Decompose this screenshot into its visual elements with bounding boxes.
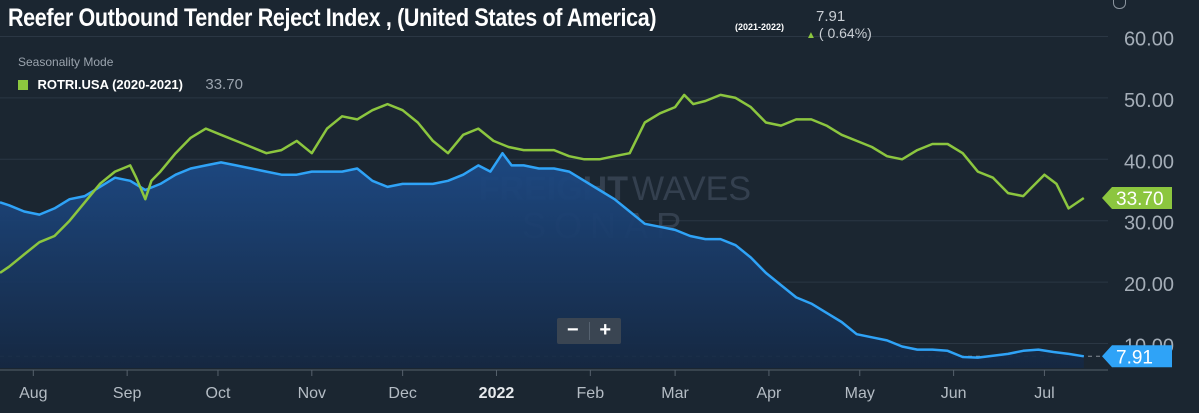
seasonality-mode-label: Seasonality Mode bbox=[18, 55, 114, 69]
legend-series-value: 33.70 bbox=[205, 76, 243, 93]
x-tick-label: Sep bbox=[113, 385, 142, 402]
x-tick-label: Dec bbox=[388, 385, 416, 402]
zoom-in-button[interactable]: + bbox=[599, 319, 612, 341]
x-tick-label: Feb bbox=[577, 385, 605, 402]
series-end-label-box-1 bbox=[1102, 186, 1172, 209]
x-tick-label: Jul bbox=[1034, 385, 1054, 402]
x-tick-label: Apr bbox=[756, 385, 782, 402]
zoom-out-button[interactable]: − bbox=[566, 319, 579, 341]
series-layer bbox=[0, 93, 1085, 368]
y-tick-label: 40.00 bbox=[1124, 151, 1174, 173]
x-tick-label: Aug bbox=[19, 385, 47, 402]
series-line-1 bbox=[0, 93, 1085, 274]
watermark-waves: WAVES bbox=[632, 170, 751, 208]
x-tick-label: Mar bbox=[661, 385, 689, 402]
y-tick-label: 30.00 bbox=[1124, 213, 1174, 235]
x-tick-label: Oct bbox=[206, 385, 231, 402]
series-line-0 bbox=[0, 151, 1084, 359]
series-area-0 bbox=[0, 153, 1084, 368]
handle-icon[interactable] bbox=[1113, 0, 1126, 9]
title-date-range: (2021-2022) bbox=[735, 22, 785, 32]
change-percent: ( 0.64%) bbox=[818, 25, 872, 41]
series-end-label-box-0 bbox=[1102, 345, 1172, 368]
x-tick-label: 2022 bbox=[479, 385, 515, 402]
x-tick-label: May bbox=[845, 385, 875, 402]
legend-series-name: ROTRI.USA (2020-2021) bbox=[37, 77, 183, 92]
y-tick-label: 20.00 bbox=[1124, 274, 1174, 296]
chart-title: Reefer Outbound Tender Reject Index , (U… bbox=[8, 4, 657, 32]
zoom-divider bbox=[588, 322, 590, 340]
change-readout: ▲( 0.64%) bbox=[806, 25, 896, 41]
x-axis: Aug Sep Oct Nov Dec 2022 Feb Mar Apr May Jun Jul bbox=[0, 369, 1108, 402]
legend-item[interactable]: ROTRI.USA (2020-2021) 33.70 bbox=[18, 76, 243, 94]
current-value: 7.91 bbox=[816, 8, 846, 25]
series-end-labels: 7.91 33.70 bbox=[1102, 186, 1172, 368]
x-tick-label: Jun bbox=[941, 385, 967, 402]
arrow-up-icon: ▲ bbox=[806, 30, 816, 41]
x-tick-label: Nov bbox=[298, 385, 326, 402]
y-tick-label: 60.00 bbox=[1124, 29, 1174, 51]
chart-header: Reefer Outbound Tender Reject Index , (U… bbox=[8, 4, 762, 33]
legend-swatch bbox=[18, 80, 28, 90]
y-tick-label: 50.00 bbox=[1124, 90, 1174, 112]
series-end-label-1: 33.70 bbox=[1116, 189, 1164, 210]
series-end-label-0: 7.91 bbox=[1116, 347, 1153, 368]
current-value-box: 7.91 ▲( 0.64%) bbox=[806, 8, 896, 41]
zoom-controls: − + bbox=[557, 318, 621, 344]
